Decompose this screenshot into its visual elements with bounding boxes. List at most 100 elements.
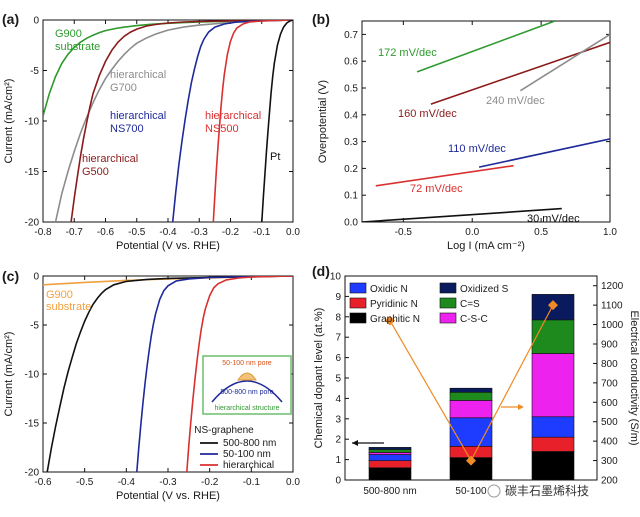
conductivity-point [466, 455, 476, 466]
panel-a-ytick-label: -15 [25, 167, 40, 178]
panel-b-ytick-label: 0.1 [344, 191, 358, 202]
bar-500-800-nm-pyridinic-n [368, 460, 412, 469]
panel-d-label: (d) [312, 263, 330, 279]
inset-lower-label: 500-800 nm pore [220, 389, 273, 396]
legend-label-oxidized-s: Oxidized S [460, 284, 509, 295]
panel-d-ylabel-right: Electrical conductivity (S/m) [628, 310, 640, 445]
panel-a-ytick-label: -5 [30, 66, 39, 77]
panel-a-ytick-label: -20 [25, 218, 40, 229]
a-series-pt [261, 20, 293, 222]
panel-d-xtick-label: 500-800 nm [363, 486, 416, 497]
legend-label-500-800-nm: 500-800 nm [223, 438, 276, 449]
b-series-30-mv-dec [362, 207, 562, 222]
bar-50-100-nm-c-s [449, 391, 493, 401]
legend-swatch-c-s [439, 297, 457, 309]
panel-d-ytick-right-label: 900 [601, 340, 618, 351]
legend-title: NS-graphene [194, 425, 254, 436]
legend-swatch-c-s-c [439, 312, 457, 324]
panel-d-ytick-right-label: 1100 [601, 301, 623, 312]
bar-hierarchical-c-s-c [531, 353, 575, 418]
panel-b-frame [361, 20, 611, 223]
panel-a-xtick-label: -0.4 [159, 227, 177, 238]
panel-d-legend: Oxidic N Oxidized S Pyridinic N C=S Graphiti… [349, 282, 509, 325]
legend-swatch-oxidized-s [439, 282, 457, 294]
panel-a-label: (a) [2, 11, 19, 27]
panel-c-xtick-label: -0.2 [201, 477, 219, 488]
bar-50-100-nm-oxidized-s [449, 387, 493, 393]
panel-c-xtick-label: -0.1 [243, 477, 261, 488]
panel-a-xtick-label: -0.2 [222, 227, 240, 238]
panel-d-ytick-right-label: 800 [601, 359, 618, 370]
panel-d-ytick-left-label: 3 [335, 414, 341, 425]
panel-d-ytick-left-label: 5 [335, 374, 341, 385]
panel-c-xlabel: Potential (V vs. RHE) [116, 490, 220, 502]
watermark-text: 碳丰石墨烯科技 [505, 484, 589, 498]
b-series-72-mv-dec [375, 164, 514, 187]
panel-c-ytick-label: -20 [25, 468, 40, 479]
panel-d-ytick-right-label: 400 [601, 437, 618, 448]
panel-c-label: (c) [2, 268, 19, 284]
panel-d-ytick-left-label: 4 [335, 394, 341, 405]
b-series-172-mv-dec [416, 21, 556, 73]
watermark-icon [487, 484, 501, 498]
a-series-hierarchical-ns500 [212, 20, 293, 222]
panel-b-label-160-mv-dec: 160 mV/dec [398, 108, 457, 120]
bar-50-100-nm-c-s-c [449, 400, 493, 419]
bar-500-800-nm-c-s-c [368, 452, 412, 455]
bar-hierarchical-oxidic-n [531, 416, 575, 438]
arrow-right-axis-head [518, 404, 524, 410]
panel-a-xtick-label: -0.5 [128, 227, 146, 238]
legend-swatch-oxidic-n [349, 282, 367, 294]
panel-d-ylabel-left: Chemical dopant level (at.%) [313, 308, 325, 449]
legend-label-hierarchical: hierarchical [223, 460, 274, 471]
inset-small-pore [237, 372, 257, 381]
panel-c-xtick-label: -0.6 [34, 477, 52, 488]
panel-b-ytick-label: 0.4 [344, 110, 358, 121]
panel-b-xtick-label: -0.5 [395, 227, 413, 238]
panel-b-xtick-label: 1.0 [603, 227, 617, 238]
panel-c-inset: 50-100 nm pore 500-800 nm pore hierarchica… [202, 355, 292, 415]
panel-c-xtick-label: -0.5 [76, 477, 94, 488]
panel-d-ytick-right-label: 700 [601, 378, 618, 389]
panel-b-ytick-label: 0.0 [344, 218, 358, 229]
panel-d-ytick-right-label: 500 [601, 417, 618, 428]
panel-d-ytick-left-label: 2 [335, 435, 341, 446]
panel-b-label-172-mv-dec: 172 mV/dec [378, 47, 437, 59]
panel-b-ytick-label: 0.3 [344, 137, 358, 148]
panel-a-xtick-label: -0.3 [191, 227, 209, 238]
panel-d-ytick-right-label: 1200 [601, 281, 624, 292]
panel-a-axes: -0.8 -0.7 -0.6 -0.5 -0.4 -0.3 -0.2 -0.1 0.0 -20 -1… [3, 16, 300, 253]
panel-b-axes: -0.5 0.0 0.5 1.0 0.0 0.1 0.2 0.3 0.4 0.5 0.6 0.7 Log… [317, 20, 617, 252]
legend-label-c-s-c: C-S-C [460, 314, 488, 325]
panel-c-axes: -0.6 -0.5 -0.4 -0.3 -0.2 -0.1 0.0 -20 -15 -10 -5 0 P… [3, 272, 300, 503]
panel-c-xtick-label: 0.0 [286, 477, 300, 488]
panel-d-ytick-left-label: 10 [330, 272, 342, 283]
bar-50-100-nm-oxidic-n [449, 417, 493, 447]
panel-a-ylabel: Current (mA/cm²) [3, 79, 15, 164]
panel-b-xlabel: Log I (mA cm⁻²) [447, 240, 525, 252]
legend-swatch-pyridinic-n [349, 297, 367, 309]
panel-d-ytick-left-label: 8 [335, 312, 341, 323]
bar-hierarchical-graphitic-n [531, 451, 575, 481]
bar-hierarchical-c-s [531, 319, 575, 354]
panel-a-xtick-label: -0.8 [34, 227, 52, 238]
panel-d-xtick-label: 50-100 [455, 486, 487, 497]
legend-label-c-s: C=S [460, 299, 480, 310]
panel-b-label-240-mv-dec: 240 mV/dec [486, 95, 545, 107]
panel-a-label-g900-substrate: G900 substrate [55, 28, 100, 53]
panel-b-ylabel: Overpotential (V) [317, 80, 329, 163]
conductivity-point [385, 315, 395, 326]
inset-frame [202, 355, 292, 415]
panel-d-axes: 0 1 2 3 4 5 6 7 8 9 10 200 300 400 500 600 700 800 900 1000… [313, 272, 640, 498]
inset-caption: hierarchical structure [215, 405, 280, 412]
bar-500-800-nm-c-s [368, 449, 412, 453]
panel-c-ylabel: Current (mA/cm²) [3, 332, 15, 417]
panel-c-xtick-label: -0.3 [159, 477, 177, 488]
panel-a-xlabel: Potential (V vs. RHE) [116, 240, 220, 252]
panel-b-xtick-label: 0.5 [534, 227, 548, 238]
c-series-hierarchical [186, 276, 293, 472]
a-series-hierarchical-ns700 [171, 20, 293, 222]
panel-b-label-30-mv-dec: 30 mV/dec [527, 213, 580, 225]
panel-b-ytick-label: 0.6 [344, 57, 358, 68]
